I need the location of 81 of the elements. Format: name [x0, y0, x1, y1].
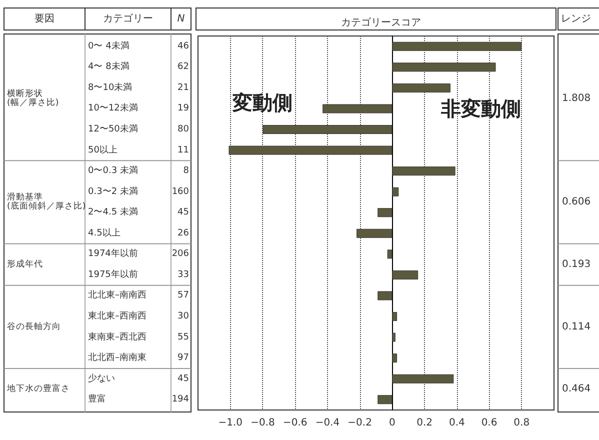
y-tick-label: 12〜50未満 — [88, 124, 138, 134]
x-tick-label: −0.6 — [282, 418, 308, 428]
bar — [387, 250, 392, 259]
x-tick-label: −0.4 — [315, 418, 340, 428]
y-tick-label: 1974年以前 — [88, 248, 138, 260]
bar — [392, 374, 454, 384]
annotation: 変動側 — [232, 90, 293, 114]
x-tick-label: −0.2 — [348, 418, 372, 428]
text: 滑動基準 (底面傾斜／厚さ比) — [7, 192, 86, 212]
x-tick-label: 0.6 — [481, 418, 498, 428]
annotation: 非変動側 — [440, 96, 522, 120]
text: 8 — [183, 166, 190, 176]
text: N — [177, 14, 186, 24]
y-tick-label: 豊富 — [88, 394, 106, 405]
text: 横断形状 (幅／厚さ比) — [7, 88, 59, 108]
y-tick-label: 北北西–南南東 — [88, 352, 146, 364]
y-tick-label: 北北東–南南西 — [88, 290, 146, 301]
text: レンジ — [561, 14, 591, 24]
text: 45 — [178, 208, 189, 218]
y-tick-label: 0〜 4未満 — [88, 40, 130, 52]
text: 21 — [178, 82, 189, 93]
text: 19 — [178, 104, 190, 114]
text: 1.808 — [562, 92, 591, 104]
x-tick-label: 0.8 — [514, 418, 530, 428]
bar — [392, 166, 456, 176]
bar — [228, 146, 392, 155]
text: 194 — [172, 394, 190, 405]
x-tick-label: −0.8 — [250, 418, 275, 428]
text: 谷の長軸方向 — [7, 320, 61, 332]
x-tick-label: 0.4 — [448, 418, 465, 428]
bar — [378, 395, 392, 404]
y-tick-label: 8〜10未満 — [88, 82, 132, 93]
chart-title: カテゴリースコア — [341, 16, 421, 28]
y-tick-label: 東北東–西南西 — [88, 310, 146, 322]
bar — [356, 228, 392, 238]
text: 0.114 — [562, 321, 591, 332]
bar — [392, 270, 418, 280]
text: 地下水の豊富さ — [6, 383, 70, 394]
bar — [322, 104, 392, 114]
y-tick-label: 0〜0.3 未満 — [88, 165, 138, 176]
y-tick-label: 50以上 — [88, 144, 118, 156]
bar — [392, 187, 399, 196]
text: 11 — [178, 145, 189, 156]
y-tick-label: 4〜 8未満 — [88, 61, 130, 72]
y-tick-label: 東南東–西北西 — [88, 331, 146, 342]
y-tick-label: 0.3〜2 未満 — [88, 186, 138, 197]
text: 97 — [178, 353, 189, 364]
y-tick-label: 少ない — [88, 372, 115, 384]
bar — [392, 42, 522, 51]
text: 要因 — [34, 14, 54, 24]
text: 0.606 — [562, 196, 591, 208]
text: 33 — [178, 270, 189, 280]
bar — [378, 291, 392, 300]
bar — [392, 62, 496, 72]
text: 46 — [178, 41, 190, 52]
y-tick-label: 10〜12未満 — [88, 102, 138, 114]
text: 0.464 — [562, 384, 591, 395]
y-tick-label: 1975年以前 — [88, 268, 138, 280]
bar — [262, 125, 392, 134]
bar — [392, 354, 398, 363]
bar — [392, 332, 396, 342]
text: 45 — [178, 374, 189, 384]
text: 206 — [172, 249, 190, 260]
text: 55 — [178, 332, 189, 342]
bar — [392, 83, 450, 92]
bar — [378, 208, 392, 218]
text: 57 — [178, 290, 189, 301]
text: 62 — [178, 62, 189, 72]
bar — [392, 312, 398, 321]
text: 形成年代 — [7, 258, 43, 270]
text: 80 — [178, 124, 190, 134]
text: 30 — [178, 312, 190, 322]
text: 26 — [178, 228, 190, 238]
text: 0.193 — [562, 259, 591, 270]
y-tick-label: 2〜4.5 未満 — [88, 206, 138, 218]
x-tick-label: 0.2 — [416, 418, 432, 428]
text: カテゴリー — [103, 12, 153, 24]
text: 160 — [172, 186, 190, 197]
x-tick-label: −1.0 — [218, 418, 243, 428]
y-tick-label: 4.5以上 — [88, 227, 120, 238]
x-tick-label: 0 — [388, 418, 396, 428]
